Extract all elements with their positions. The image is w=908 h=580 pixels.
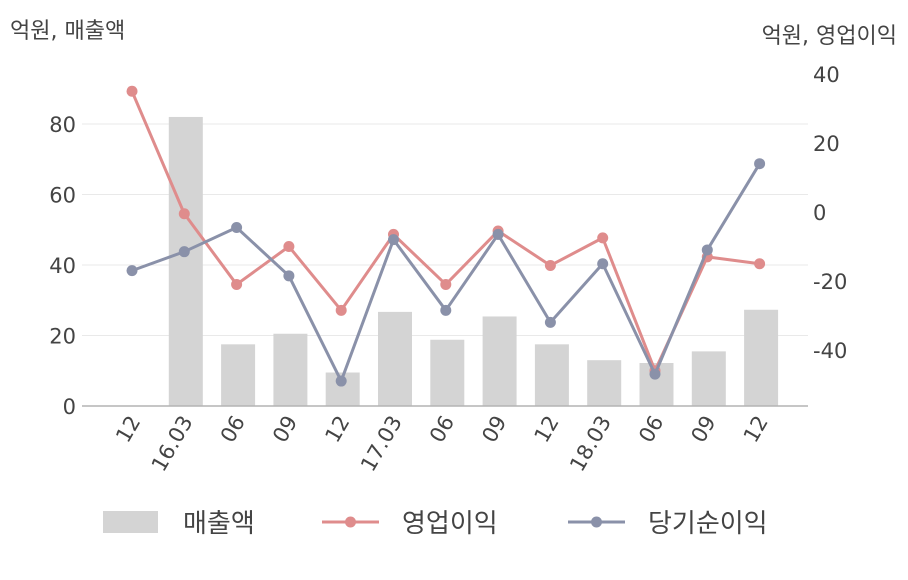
bar xyxy=(691,351,726,406)
legend-label: 영업이익 xyxy=(402,509,498,539)
data-point xyxy=(544,259,556,271)
right-tick-label: 0 xyxy=(813,201,826,225)
legend-label: 매출액 xyxy=(183,509,255,539)
right-tick-label: 40 xyxy=(813,63,840,87)
x-tick-label: 09 xyxy=(268,412,302,447)
x-axis-ticks: 12 16.03 06 09 12 17.03 06 09 12 18.03 06 09 12 xyxy=(111,411,773,475)
x-tick-label: 09 xyxy=(686,412,720,447)
data-point xyxy=(597,258,609,270)
right-tick-label: 20 xyxy=(813,132,840,156)
data-point xyxy=(440,278,452,290)
bar xyxy=(744,309,779,406)
legend: 매출액 영업이익 당기순이익 xyxy=(103,509,768,539)
x-tick-label: 12 xyxy=(530,412,564,447)
bar xyxy=(378,311,412,406)
bar xyxy=(273,333,308,406)
right-tick-label: -20 xyxy=(813,270,847,294)
bar xyxy=(430,339,465,406)
data-point xyxy=(283,241,295,252)
right-axis-unit-label: 억원, 영업이익 xyxy=(762,24,897,49)
x-tick-label: 06 xyxy=(634,412,668,447)
data-point xyxy=(283,270,295,282)
data-point xyxy=(440,304,452,316)
data-point xyxy=(492,228,504,240)
data-point xyxy=(335,304,347,316)
right-axis-ticks: -40 -20 0 20 40 xyxy=(813,63,847,363)
bar xyxy=(221,344,256,406)
x-tick-label: 06 xyxy=(425,412,459,447)
data-point xyxy=(231,278,243,290)
bar xyxy=(482,316,517,406)
legend-swatch-marker xyxy=(345,516,356,528)
x-tick-label: 09 xyxy=(477,411,511,446)
line-series xyxy=(126,85,766,387)
left-tick-label: 20 xyxy=(49,325,76,349)
data-point xyxy=(544,316,556,328)
x-tick-label: 12 xyxy=(739,412,773,447)
data-point xyxy=(335,375,347,387)
left-tick-label: 0 xyxy=(63,395,76,419)
data-point xyxy=(126,265,138,277)
left-axis-ticks: 0 20 40 60 80 xyxy=(49,113,76,419)
x-tick-label: 06 xyxy=(216,412,250,447)
left-tick-label: 60 xyxy=(49,184,76,208)
left-axis-unit-label: 억원, 매출액 xyxy=(10,19,125,44)
data-point xyxy=(754,258,766,270)
bar xyxy=(534,344,569,406)
bar xyxy=(168,116,203,406)
x-tick-label: 17.03 xyxy=(356,412,407,476)
legend-label: 당기순이익 xyxy=(648,509,768,539)
data-point xyxy=(754,158,766,170)
data-point xyxy=(178,208,190,220)
data-point xyxy=(388,234,399,246)
data-point xyxy=(126,85,138,97)
data-point xyxy=(231,222,243,234)
data-point xyxy=(701,244,713,256)
legend-swatch-marker xyxy=(591,516,602,528)
x-tick-label: 12 xyxy=(111,412,145,447)
bar xyxy=(587,360,622,406)
x-tick-label: 16.03 xyxy=(147,412,198,476)
right-tick-label: -40 xyxy=(813,339,847,363)
legend-swatch-bar xyxy=(103,511,158,533)
x-tick-label: 18.03 xyxy=(565,412,616,476)
grid-lines xyxy=(82,123,808,336)
data-point xyxy=(178,246,190,258)
left-tick-label: 40 xyxy=(49,254,76,278)
data-point xyxy=(649,368,661,380)
bar-series xyxy=(168,116,779,406)
x-tick-label: 12 xyxy=(320,412,354,447)
data-point xyxy=(597,232,609,244)
left-tick-label: 80 xyxy=(49,113,76,137)
